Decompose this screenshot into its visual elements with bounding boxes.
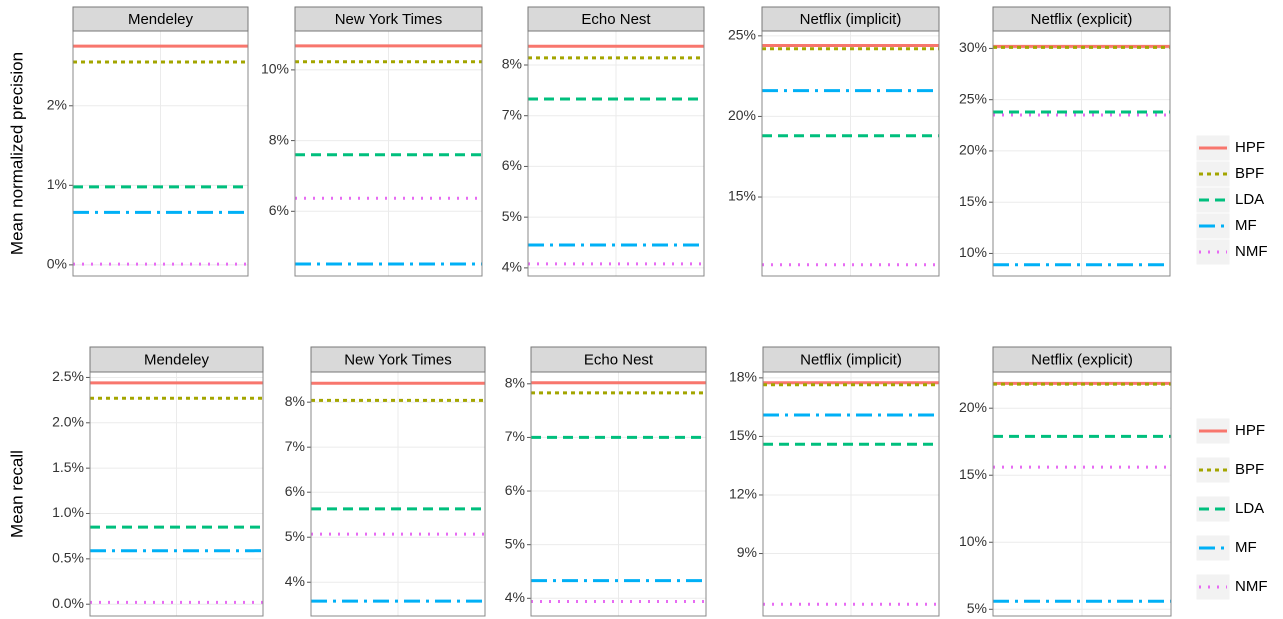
y-tick-label: 5% bbox=[505, 535, 525, 551]
y-tick-label: 1.0% bbox=[52, 504, 84, 520]
legend-key bbox=[1195, 238, 1231, 266]
y-tick-label: 25% bbox=[959, 90, 987, 106]
legend-label: NMF bbox=[1235, 243, 1268, 260]
y-tick-label: 4% bbox=[285, 573, 305, 589]
y-tick-label: 6% bbox=[285, 483, 305, 499]
y-tick-label: 2.5% bbox=[52, 368, 84, 384]
y-tick-label: 18% bbox=[729, 369, 757, 385]
legend-key bbox=[1195, 573, 1231, 601]
y-tick-label: 6% bbox=[502, 157, 522, 173]
y-tick-label: 15% bbox=[959, 466, 987, 482]
y-tick-label: 4% bbox=[505, 589, 525, 605]
y-tick-label: 8% bbox=[505, 375, 525, 391]
y-tick-label: 7% bbox=[502, 106, 522, 122]
y-tick-label: 0.5% bbox=[52, 550, 84, 566]
y-tick-label: 0% bbox=[47, 256, 67, 272]
y-tick-label: 30% bbox=[959, 39, 987, 55]
y-tick-label: 5% bbox=[967, 600, 987, 616]
y-tick-label: 10% bbox=[959, 244, 987, 260]
legend-label: HPF bbox=[1235, 139, 1265, 156]
facet-title: Netflix (implicit) bbox=[800, 351, 902, 368]
y-axis-title: Mean normalized precision bbox=[7, 52, 26, 255]
facet-strip bbox=[527, 6, 705, 32]
y-tick-label: 1% bbox=[47, 176, 67, 192]
legend-label: LDA bbox=[1235, 191, 1264, 208]
y-tick-label: 8% bbox=[285, 393, 305, 409]
legend-label: BPF bbox=[1235, 461, 1264, 478]
y-tick-label: 8% bbox=[502, 56, 522, 72]
y-tick-label: 20% bbox=[959, 142, 987, 158]
y-tick-label: 15% bbox=[959, 193, 987, 209]
legend-label: HPF bbox=[1235, 422, 1265, 439]
facet-title: Netflix (explicit) bbox=[1031, 351, 1133, 368]
facet-strip bbox=[761, 6, 940, 32]
facet-title: Netflix (implicit) bbox=[800, 11, 902, 28]
facet-strip bbox=[762, 346, 940, 373]
y-tick-label: 6% bbox=[505, 482, 525, 498]
facet-title: New York Times bbox=[335, 11, 443, 28]
legend-label: NMF bbox=[1235, 578, 1268, 595]
y-tick-label: 0.0% bbox=[52, 595, 84, 611]
y-tick-label: 9% bbox=[737, 544, 757, 560]
facet-strip bbox=[72, 6, 249, 32]
facet-title: Netflix (explicit) bbox=[1031, 11, 1133, 28]
y-tick-label: 4% bbox=[502, 259, 522, 275]
y-tick-label: 7% bbox=[505, 428, 525, 444]
y-tick-label: 12% bbox=[729, 486, 757, 502]
y-tick-label: 6% bbox=[269, 202, 289, 218]
facet-title: Mendeley bbox=[128, 11, 194, 28]
facet-title: Mendeley bbox=[144, 351, 210, 368]
facet-title: New York Times bbox=[344, 351, 452, 368]
y-tick-label: 5% bbox=[285, 528, 305, 544]
y-tick-label: 2.0% bbox=[52, 413, 84, 429]
y-tick-label: 20% bbox=[728, 107, 756, 123]
y-tick-label: 10% bbox=[959, 533, 987, 549]
facet-strip bbox=[310, 346, 486, 373]
y-tick-label: 8% bbox=[269, 131, 289, 147]
facet-title: Echo Nest bbox=[581, 11, 651, 28]
y-axis-title: Mean recall bbox=[7, 450, 26, 538]
facet-strip bbox=[992, 6, 1171, 32]
y-tick-label: 5% bbox=[502, 208, 522, 224]
facet-strip bbox=[992, 346, 1172, 373]
y-tick-label: 25% bbox=[728, 27, 756, 43]
y-tick-label: 10% bbox=[261, 61, 289, 77]
facet-title: Echo Nest bbox=[584, 351, 654, 368]
y-tick-label: 15% bbox=[729, 427, 757, 443]
y-tick-label: 15% bbox=[728, 188, 756, 204]
y-tick-label: 2% bbox=[47, 96, 67, 112]
facet-strip bbox=[89, 346, 264, 373]
legend-label: MF bbox=[1235, 217, 1257, 234]
facet-strip bbox=[294, 6, 483, 32]
legend-label: BPF bbox=[1235, 165, 1264, 182]
legend-label: MF bbox=[1235, 539, 1257, 556]
y-tick-label: 20% bbox=[959, 399, 987, 415]
facet-strip bbox=[530, 346, 707, 373]
y-tick-label: 7% bbox=[285, 438, 305, 454]
legend-label: LDA bbox=[1235, 500, 1264, 517]
y-tick-label: 1.5% bbox=[52, 459, 84, 475]
